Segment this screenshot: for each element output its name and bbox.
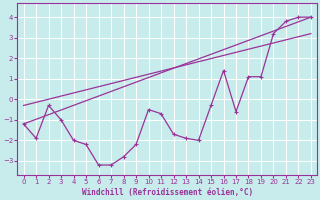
X-axis label: Windchill (Refroidissement éolien,°C): Windchill (Refroidissement éolien,°C) [82, 188, 253, 197]
